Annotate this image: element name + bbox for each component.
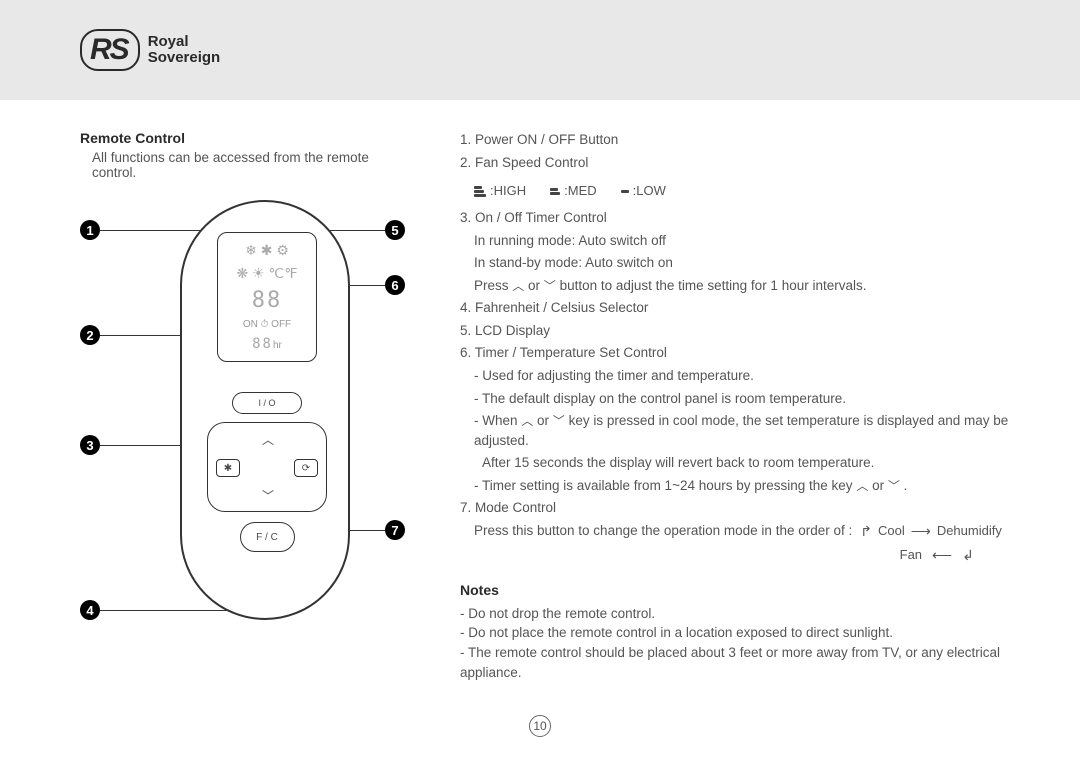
mode-cool: Cool [878,522,905,541]
fan-low-label: :LOW [633,182,666,201]
item-1: 1. Power ON / OFF Button [460,130,1030,150]
item-7a: Press this button to change the operatio… [460,521,1030,566]
section-title: Remote Control [80,130,410,146]
up-icon: ︿ [521,414,533,428]
remote-body: ❄ ✱ ⚙ ❋ ☀ ℃℉ 88 ON ⏱ OFF 88hr I / O ︿ ﹀ … [180,200,350,620]
brand-mark: RS [80,29,140,71]
lcd-hr: hr [273,340,282,351]
callout-2: 2 [80,325,100,345]
callout-7: 7 [385,520,405,540]
fan-button: ✱ [216,459,240,477]
page-number: 10 [529,715,551,737]
fc-button: F / C [240,522,295,552]
intro-text: All functions can be accessed from the r… [80,150,410,180]
item-4: 4. Fahrenheit / Celsius Selector [460,298,1030,318]
item-5: 5. LCD Display [460,321,1030,341]
fan-high-icon: :HIGH [474,182,526,201]
right-column: 1. Power ON / OFF Button 2. Fan Speed Co… [460,130,1050,682]
note-item: The remote control should be placed abou… [460,643,1030,682]
up-icon: ︿ [256,431,280,447]
power-button: I / O [232,392,302,414]
arrow-left-icon: ⟵ [932,545,952,565]
brand-line2: Sovereign [148,50,221,66]
arrow-down-icon: ↲ [962,545,974,565]
note-item: Do not drop the remote control. [460,604,1030,624]
down-icon: ﹀ [544,279,556,293]
mode-button: ⟳ [294,459,318,477]
brand-line1: Royal [148,34,221,50]
mode-fan: Fan [900,546,922,565]
header-bar: RS Royal Sovereign [0,0,1080,100]
callout-3: 3 [80,435,100,455]
brand-text: Royal Sovereign [148,34,221,66]
notes-list: Do not drop the remote control. Do not p… [460,604,1030,682]
callout-4: 4 [80,600,100,620]
fan-med-label: :MED [564,182,597,201]
down-icon: ﹀ [256,487,280,503]
fan-med-icon: :MED [550,182,597,201]
item-7: 7. Mode Control [460,498,1030,518]
arrow-icon: ↱ [860,521,872,541]
lcd-digits: 88 [252,288,283,313]
item-3b: In stand-by mode: Auto switch on [460,253,1030,273]
fan-low-icon: :LOW [621,182,666,201]
mode-cycle-diagram: ↱ Cool ⟶ Dehumidify Fan ⟵ ↲ [860,521,1002,566]
callout-1: 1 [80,220,100,240]
down-icon: ﹀ [553,414,565,428]
left-column: Remote Control All functions can be acce… [80,130,410,682]
lcd-icons-row: ❋ ☀ ℃℉ [236,265,297,282]
item-3c: Press ︿ or ﹀ button to adjust the time s… [460,276,1030,296]
item-2: 2. Fan Speed Control [460,153,1030,173]
mode-dehumidify: Dehumidify [937,522,1002,541]
leader [100,610,230,611]
d-pad: ︿ ﹀ ✱ ⟳ [207,422,327,512]
note-item: Do not place the remote control in a loc… [460,623,1030,643]
button-group: I / O ︿ ﹀ ✱ ⟳ F / C [207,392,327,552]
lcd-icons-row: ❄ ✱ ⚙ [245,242,289,259]
item-6c: - When ︿ or ﹀ key is pressed in cool mod… [460,411,1030,450]
item-6b: - The default display on the control pan… [460,389,1030,409]
item-6: 6. Timer / Temperature Set Control [460,343,1030,363]
arrow-right-icon: ⟶ [911,521,931,541]
up-icon: ︿ [856,479,868,493]
item-6d: After 15 seconds the display will revert… [460,453,1030,473]
fan-high-label: :HIGH [490,182,526,201]
notes-title: Notes [460,580,1030,600]
callout-5: 5 [385,220,405,240]
up-icon: ︿ [512,279,524,293]
item-3a: In running mode: Auto switch off [460,231,1030,251]
page-content: Remote Control All functions can be acce… [0,100,1080,682]
down-icon: ﹀ [888,479,900,493]
description-list: 1. Power ON / OFF Button 2. Fan Speed Co… [460,130,1030,566]
item-6a: - Used for adjusting the timer and tempe… [460,366,1030,386]
item-3: 3. On / Off Timer Control [460,208,1030,228]
lcd-onoff: ON ⏱ OFF [243,319,291,330]
callout-6: 6 [385,275,405,295]
lcd-display: ❄ ✱ ⚙ ❋ ☀ ℃℉ 88 ON ⏱ OFF 88hr [217,232,317,362]
fan-speed-legend: :HIGH :MED :LOW [474,182,666,201]
brand-logo: RS Royal Sovereign [80,29,220,71]
remote-diagram: 1 2 3 4 5 6 7 ❄ ✱ ⚙ ❋ ☀ ℃℉ [80,200,410,640]
item-6e: - Timer setting is available from 1~24 h… [460,476,1030,496]
leader [100,230,200,231]
